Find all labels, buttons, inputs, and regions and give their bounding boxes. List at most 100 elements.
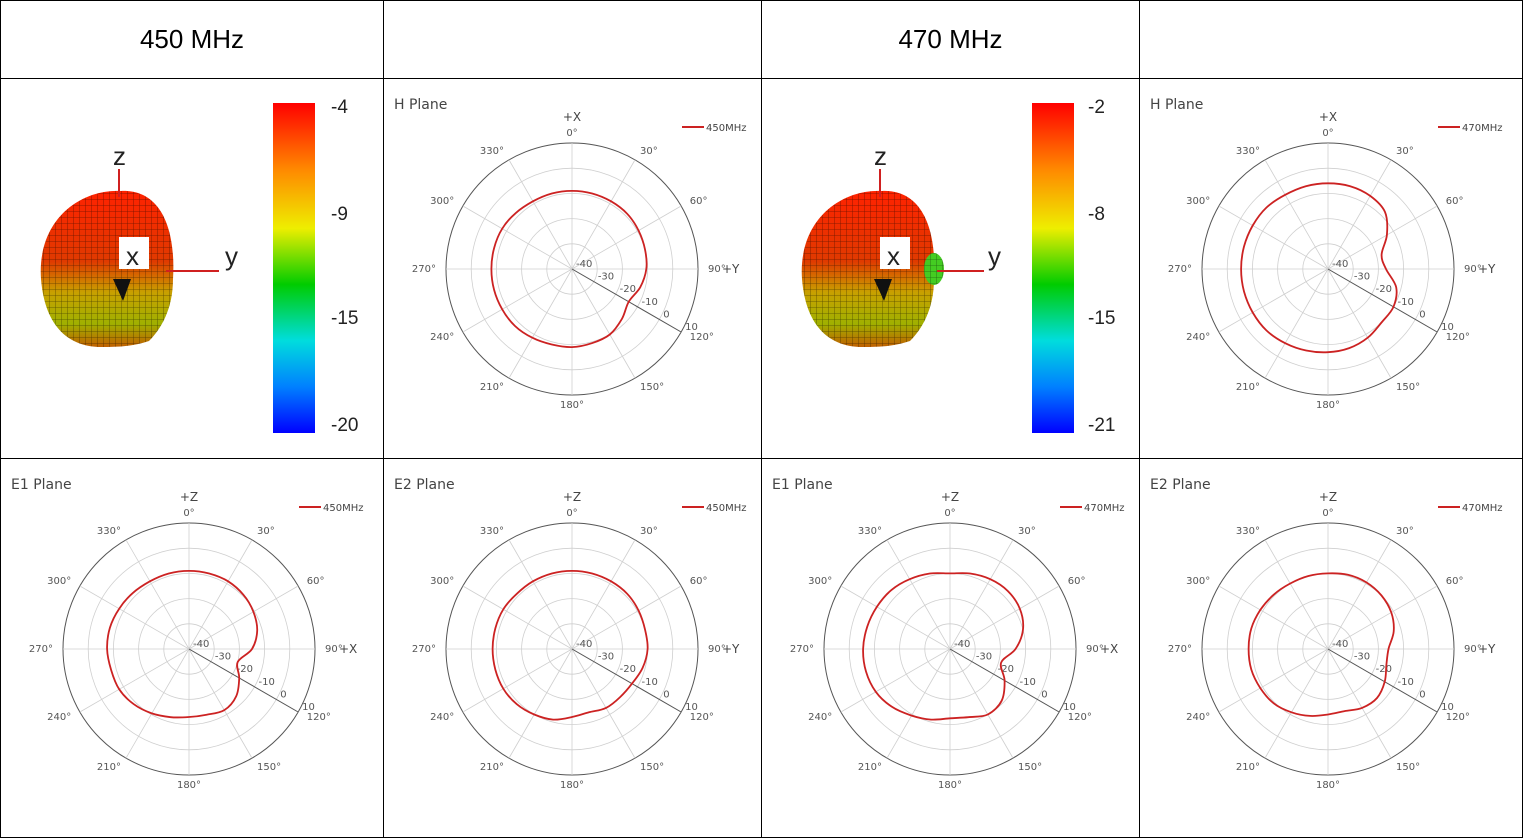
polar-axis-right-label: +Y: [722, 262, 740, 276]
polar-radial-tick: 10: [1063, 702, 1076, 713]
polar-spoke: [949, 585, 1060, 650]
polar-angle-tick: 30°: [1018, 526, 1036, 537]
polar-spoke: [1327, 268, 1392, 379]
polar-angle-tick: 240°: [430, 332, 454, 343]
polar-angle-tick: 180°: [1316, 780, 1340, 791]
polar-angle-tick: 240°: [808, 712, 832, 723]
polar-title: E1 Plane: [772, 477, 833, 493]
pattern-3d-450: x z y -4 -9 -15 -20: [0, 79, 384, 459]
series-line: [862, 572, 1025, 721]
polar-radial-tick: -30: [976, 652, 992, 663]
polar-radial-tick: -20: [1376, 664, 1392, 675]
polar-angle-tick: 30°: [640, 146, 658, 157]
polar-radial-tick: -10: [258, 677, 274, 688]
polar-angle-tick: 210°: [858, 762, 882, 773]
polar-e2-450-cell: E2 Plane +Z +Y 450MHz 0° 30° 60° 90° 120° 150° 180…: [384, 459, 762, 838]
x-label-box-450: [119, 237, 149, 269]
polar-angle-tick: 330°: [480, 526, 504, 537]
legend-label: 470MHz: [1084, 503, 1124, 514]
polar-spoke: [125, 539, 190, 650]
polar-h-450: H Plane +X +Y 450MHz 0° 30° 60° 90° 120° 150° 180°…: [394, 97, 746, 411]
polar-angle-tick: 300°: [808, 576, 832, 587]
polar-angle-tick: 0°: [944, 508, 955, 519]
polar-angle-tick: 300°: [47, 576, 71, 587]
polar-angle-tick: 30°: [1396, 146, 1414, 157]
polar-spoke: [571, 205, 682, 270]
polar-spoke: [1327, 205, 1438, 270]
polar-spoke: [79, 585, 190, 650]
polar-radial-tick: -40: [193, 639, 209, 650]
legend-label: 470MHz: [1462, 503, 1502, 514]
colorbar-450: [273, 103, 315, 433]
polar-spoke: [886, 539, 951, 650]
polar-angle-tick: 150°: [1018, 762, 1042, 773]
polar-angle-tick: 150°: [640, 382, 664, 393]
polar-angle-tick: 60°: [690, 196, 708, 207]
polar-h-470: H Plane +X +Y 470MHz 0° 30° 60° 90° 120° 150° 180°…: [1150, 97, 1502, 411]
polar-angle-tick: 120°: [690, 332, 714, 343]
polar-angle-tick: 270°: [412, 264, 436, 275]
polar-title: H Plane: [1150, 97, 1203, 113]
polar-radial-tick: -40: [1332, 259, 1348, 270]
polar-radial-tick: -30: [598, 652, 614, 663]
polar-spoke: [125, 648, 190, 759]
colorbar-470-ticks: -2 -8 -15 -21: [1088, 97, 1115, 436]
polar-angle-tick: 300°: [430, 196, 454, 207]
polar-radial-tick: 0: [1419, 689, 1425, 700]
legend-label: 470MHz: [1462, 123, 1502, 134]
series-line: [106, 570, 259, 719]
polar-title: E2 Plane: [394, 477, 455, 493]
legend-label: 450MHz: [706, 123, 746, 134]
polar-angle-tick: 0°: [1322, 508, 1333, 519]
polar-radial-tick: -30: [598, 272, 614, 283]
polar-angle-tick: 0°: [183, 508, 194, 519]
polar-radial-tick: -20: [998, 664, 1014, 675]
polar-spoke: [949, 648, 1014, 759]
polar-radial-tick: -10: [641, 677, 657, 688]
polar-angle-tick: 90°: [1464, 644, 1482, 655]
polar-angle-tick: 150°: [1396, 762, 1420, 773]
polar-radial-axis: [571, 648, 682, 713]
polar-angle-tick: 270°: [1168, 644, 1192, 655]
z-axis-label-470: z: [874, 141, 887, 171]
polar-radial-tick: 0: [1419, 309, 1425, 320]
polar-angle-tick: 330°: [97, 526, 121, 537]
polar-spoke: [1218, 205, 1329, 270]
polar-angle-tick: 240°: [1186, 712, 1210, 723]
polar-angle-tick: 30°: [1396, 526, 1414, 537]
polar-angle-tick: 150°: [1396, 382, 1420, 393]
polar-axis-top-label: +Z: [180, 490, 198, 504]
polar-angle-tick: 60°: [1068, 576, 1086, 587]
polar-spoke: [571, 159, 636, 270]
polar-angle-tick: 90°: [1464, 264, 1482, 275]
polar-radial-tick: 10: [1441, 702, 1454, 713]
polar-angle-tick: 120°: [690, 712, 714, 723]
cb470-tick-1: -8: [1088, 204, 1105, 225]
polar-angle-tick: 180°: [177, 780, 201, 791]
polar-radial-tick: -30: [215, 652, 231, 663]
polar-spoke: [79, 648, 190, 713]
polar-h-470-cell: H Plane +X +Y 470MHz 0° 30° 60° 90° 120° 150° 180°…: [1140, 79, 1523, 459]
colorbar-450-ticks: -4 -9 -15 -20: [331, 97, 358, 436]
polar-spoke: [1327, 159, 1392, 270]
header-450-text: 450 MHz: [139, 24, 245, 54]
polar-radial-tick: -40: [576, 259, 592, 270]
head-model-450: [40, 190, 174, 347]
polar-angle-tick: 120°: [307, 712, 331, 723]
polar-spoke: [1264, 539, 1329, 650]
polar-angle-tick: 90°: [325, 644, 343, 655]
pattern-3d-470: x z y -2 -8 -15 -21: [762, 79, 1140, 459]
y-axis-label-450: y: [225, 241, 238, 271]
polar-angle-tick: 0°: [1322, 128, 1333, 139]
polar-angle-tick: 120°: [1446, 712, 1470, 723]
cb470-tick-3: -21: [1088, 415, 1115, 436]
legend-label: 450MHz: [323, 503, 363, 514]
polar-radial-axis: [1327, 648, 1438, 713]
pattern-3d-470-svg: x z y -2 -8 -15 -21: [801, 97, 1115, 436]
polar-radial-tick: -30: [1354, 272, 1370, 283]
polar-radial-tick: -10: [1019, 677, 1035, 688]
polar-angle-tick: 240°: [47, 712, 71, 723]
polar-radial-tick: 10: [302, 702, 315, 713]
polar-radial-tick: 0: [280, 689, 286, 700]
